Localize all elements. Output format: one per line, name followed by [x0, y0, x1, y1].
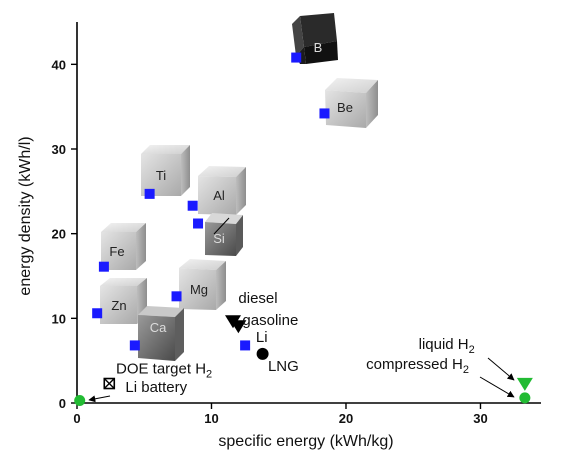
- element-symbol: Al: [213, 188, 225, 203]
- element-cube-mg: Mg: [179, 259, 226, 310]
- li-battery-arrow: [88, 395, 111, 403]
- annotation-label: Li: [256, 329, 268, 346]
- element-cube-be: Be: [325, 78, 378, 128]
- x-tick-label: 20: [339, 411, 353, 426]
- axes: [76, 22, 541, 404]
- annotation-label: Li battery: [125, 379, 187, 396]
- element-cube-ca: Ca: [138, 306, 184, 361]
- square-marker: [92, 308, 103, 319]
- element-symbol: Be: [337, 100, 353, 115]
- al-pointer-line: [213, 217, 230, 235]
- y-axis-label: energy density (kWh/l): [17, 136, 34, 295]
- element-cube-fe: Fe: [101, 223, 146, 270]
- square-marker: [193, 218, 204, 229]
- pointer-lines: [88, 217, 515, 403]
- element-symbol: Si: [213, 231, 225, 246]
- y-tick-label: 0: [59, 396, 66, 411]
- x-tick-label: 0: [73, 411, 80, 426]
- element-cubes: B Be Ti Al Si: [100, 13, 378, 361]
- y-tick-label: 40: [52, 57, 66, 72]
- element-symbol: Fe: [109, 244, 124, 259]
- annotation-label: LNG: [268, 358, 299, 375]
- circle-marker: [256, 347, 269, 360]
- element-symbol: Zn: [111, 298, 126, 313]
- annotation-label: compressed H2: [366, 356, 469, 376]
- square-marker: [291, 52, 302, 63]
- crossed-square-marker: [103, 377, 116, 390]
- square-marker: [144, 188, 155, 199]
- x-tick-label: 30: [473, 411, 487, 426]
- x-axis-label: specific energy (kWh/kg): [218, 433, 393, 450]
- element-symbol: Ti: [156, 168, 166, 183]
- element-cube-zn: Zn: [100, 278, 147, 324]
- triangle-marker: [516, 377, 533, 391]
- x-tick-label: 10: [204, 411, 218, 426]
- circle-marker: [519, 392, 531, 404]
- square-marker: [240, 340, 251, 351]
- element-cube-al: Al: [198, 166, 246, 215]
- square-marker: [187, 200, 198, 211]
- triangle-marker: [230, 320, 247, 334]
- annotation-label: diesel: [238, 290, 277, 307]
- y-tick-label: 10: [52, 311, 66, 326]
- data-points: [74, 52, 533, 406]
- annotation-label: gasoline: [242, 312, 298, 329]
- element-symbol: B: [314, 40, 323, 55]
- element-symbol: Mg: [190, 282, 208, 297]
- square-marker: [319, 108, 330, 119]
- element-cube-si: Si: [205, 213, 243, 256]
- square-marker: [98, 261, 109, 272]
- annotation-label: liquid H2: [419, 336, 475, 356]
- circle-marker: [74, 394, 86, 406]
- element-cube-ti: Ti: [141, 145, 190, 196]
- compressed-h2-arrow: [479, 376, 515, 398]
- y-tick-label: 20: [52, 227, 66, 242]
- ticks: 0 10 20 30 0 10 20 30 40: [52, 57, 488, 426]
- liquid-h2-arrow: [487, 357, 515, 381]
- square-marker: [171, 291, 182, 302]
- y-tick-label: 30: [52, 142, 66, 157]
- element-symbol: Ca: [150, 320, 167, 335]
- square-marker: [129, 340, 140, 351]
- annotation-label: DOE target H2: [116, 360, 212, 380]
